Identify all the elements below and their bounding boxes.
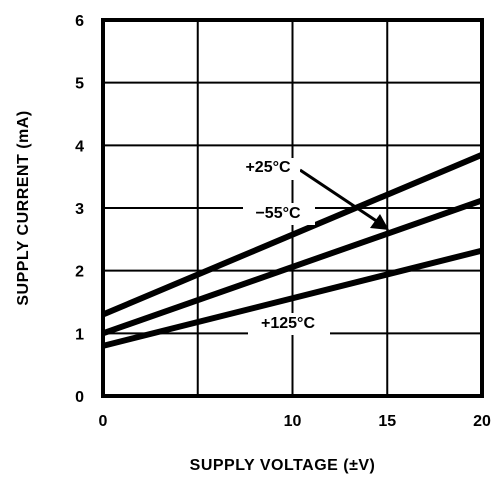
x-axis-title: SUPPLY VOLTAGE (±V)	[190, 457, 376, 474]
series-label-bg-1	[243, 203, 315, 225]
series-label-2: +125°C	[261, 315, 315, 332]
x-tick-label-0: 0	[99, 413, 108, 430]
series-labels: +25°C −55°C +125°C	[236, 158, 330, 335]
y-tick-labels: 0 1 2 3 4 5 6	[75, 13, 84, 406]
series-label-bg-0	[236, 158, 300, 180]
x-tick-label-3: 15	[378, 413, 396, 430]
series-line-0	[101, 151, 484, 318]
arrow-25c-shaft	[299, 168, 379, 224]
series-line-1	[102, 197, 483, 337]
x-tick-label-2: 10	[284, 413, 302, 430]
series-line-2	[102, 247, 483, 349]
x-tick-label-4: 20	[473, 413, 491, 430]
y-tick-label-6: 6	[75, 13, 84, 30]
x-tick-labels: 0 10 15 20	[99, 413, 491, 430]
y-tick-label-2: 2	[75, 264, 84, 281]
annotations	[299, 168, 389, 230]
y-tick-label-5: 5	[75, 76, 84, 93]
series-lines	[101, 151, 484, 349]
arrow-25c-head	[370, 214, 389, 230]
series-label-0: +25°C	[245, 159, 291, 176]
y-tick-label-0: 0	[75, 389, 84, 406]
plot-frame	[101, 18, 484, 398]
y-tick-label-4: 4	[75, 138, 84, 155]
y-tick-label-1: 1	[75, 326, 84, 343]
y-tick-label-3: 3	[75, 201, 84, 218]
y-axis-title: SUPPLY CURRENT (mA)	[15, 110, 32, 305]
series-label-bg-2	[248, 313, 330, 335]
series-label-1: −55°C	[255, 205, 301, 222]
